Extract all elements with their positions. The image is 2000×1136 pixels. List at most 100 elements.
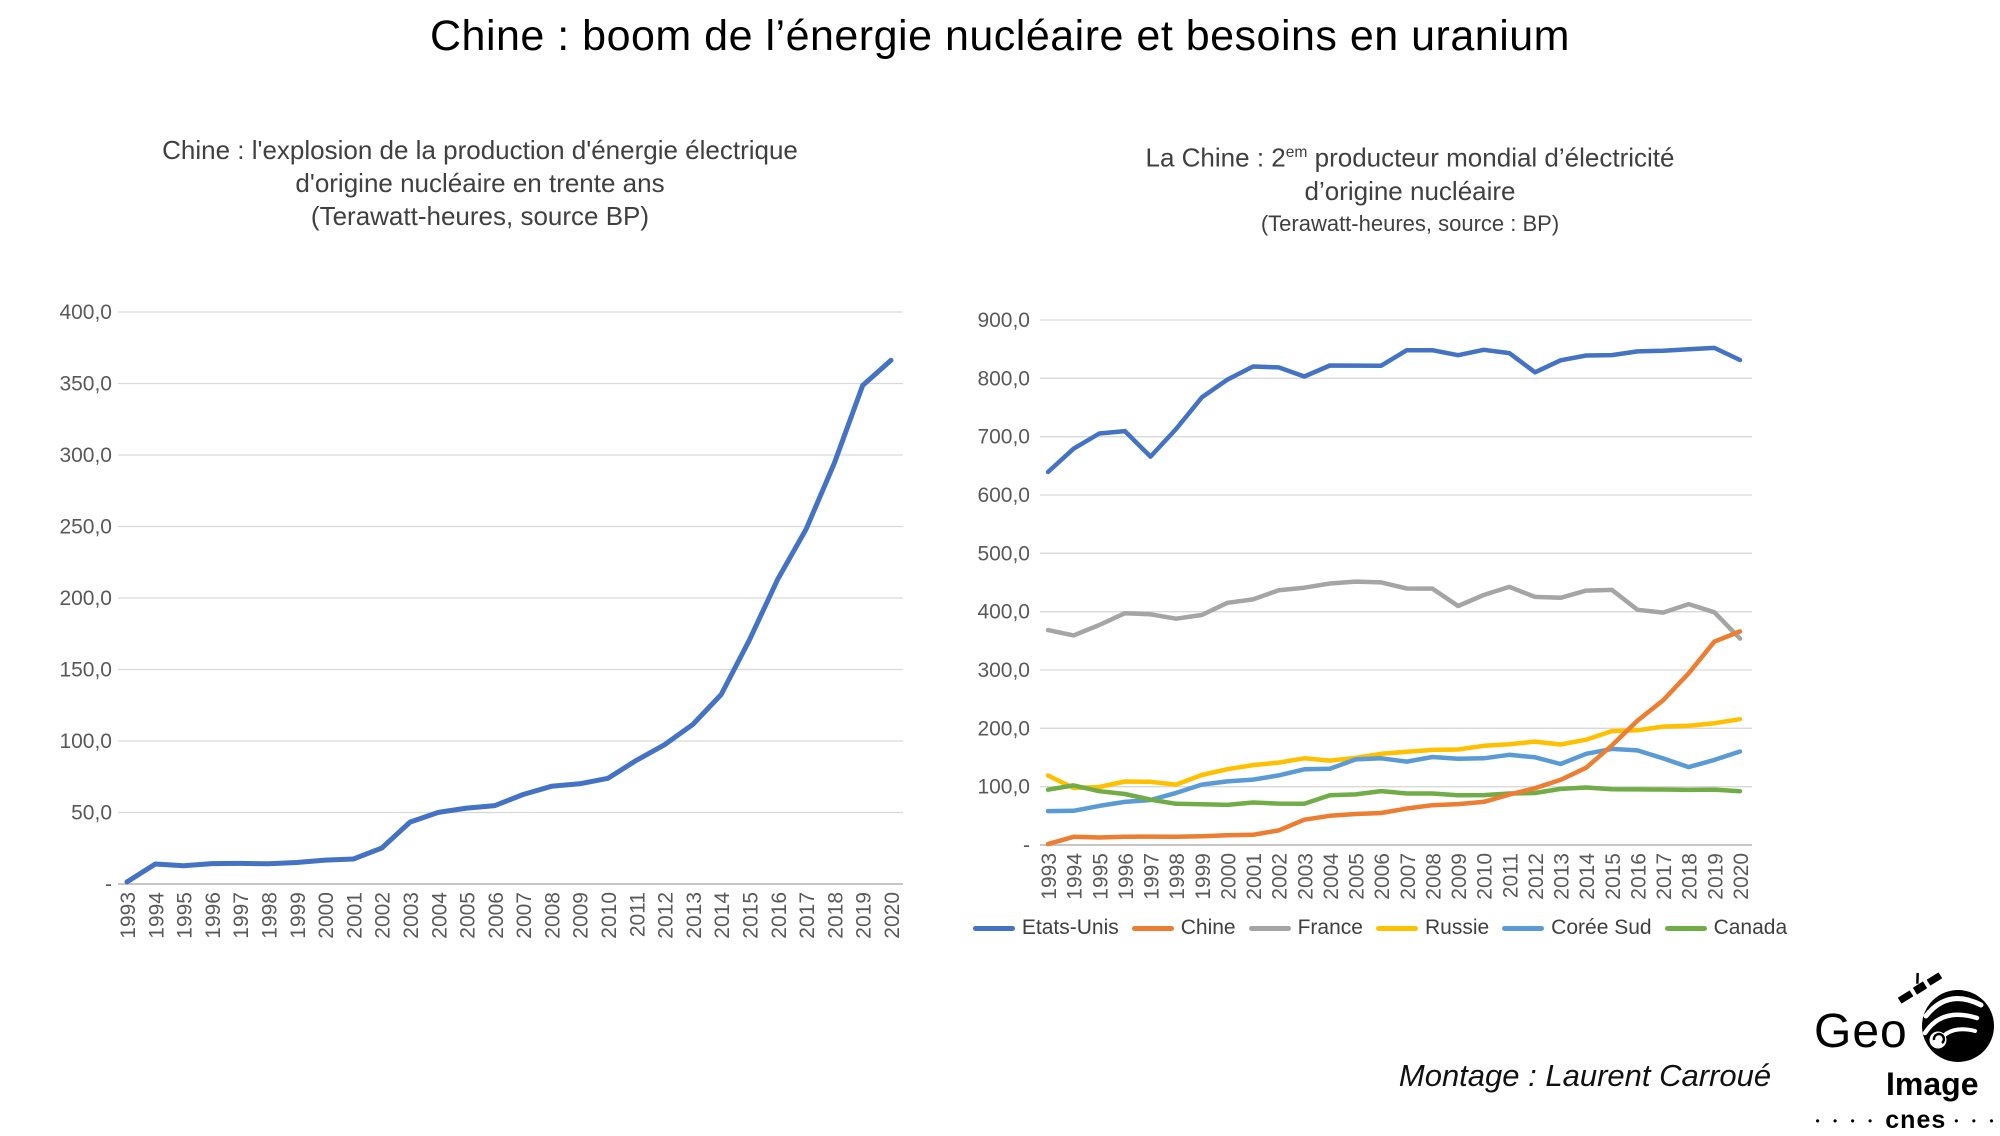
logo-dots-right: • • • xyxy=(1954,1113,1999,1128)
geoimage-logo: Geo Image • • • • cnes • • • xyxy=(1812,972,2000,1136)
legend-swatch-etats-unis xyxy=(972,925,1015,931)
y-tick-label: 250,0 xyxy=(59,516,112,539)
legend-item-canada: Canada xyxy=(1664,916,1788,940)
left-chart-axis-labels: - 50,0 100,0 150,0 200,0 250,0 300,0 350,0 400,0… xyxy=(59,301,904,939)
x-year-label: 2018 xyxy=(1679,853,1702,900)
left-chart-title-line3: (Terawatt-heures, source BP) xyxy=(310,201,650,231)
y-tick-label: 300,0 xyxy=(59,444,112,467)
legend-swatch-chine xyxy=(1131,925,1174,931)
x-year-label: 2015 xyxy=(1602,853,1625,900)
legend-item-etats-unis: Etats-Unis xyxy=(972,916,1119,940)
legend-swatch-cor-e-sud xyxy=(1502,925,1545,931)
x-year-label: 2016 xyxy=(768,892,791,939)
x-year-label: 2005 xyxy=(457,892,480,939)
legend-label-france: France xyxy=(1297,916,1363,939)
x-year-label: 2005 xyxy=(1346,853,1369,900)
y-tick-label: 500,0 xyxy=(977,542,1030,565)
x-year-label: 2012 xyxy=(1525,853,1548,900)
x-year-label: 2012 xyxy=(655,892,678,939)
series-line-chine xyxy=(1045,629,1743,847)
x-year-label: 2002 xyxy=(1269,853,1292,900)
right-chart-grid xyxy=(1040,319,1752,846)
logo-cnes-text: cnes xyxy=(1885,1106,1947,1134)
x-year-label: 1998 xyxy=(1166,853,1189,900)
x-year-label: 2002 xyxy=(372,892,395,939)
right-title-superscript: em xyxy=(1285,144,1308,161)
x-year-label: 1994 xyxy=(145,892,168,939)
legend-item-chine: Chine xyxy=(1131,916,1236,940)
logo-dots-left: • • • • xyxy=(1815,1113,1878,1128)
x-year-label: 2019 xyxy=(1704,853,1727,900)
logo-geo-text: Geo xyxy=(1814,1005,1908,1058)
right-chart-title-line2: d’origine nucléaire xyxy=(1304,175,1516,206)
legend-label-russie: Russie xyxy=(1424,916,1490,939)
legend-swatch-canada xyxy=(1664,925,1707,931)
right-chart-title: La Chine : 2em producteur mondial d’élec… xyxy=(1040,136,1780,239)
x-year-label: 2006 xyxy=(1371,853,1394,900)
x-year-label: 2014 xyxy=(711,892,734,939)
legend-item-cor-e-sud: Corée Sud xyxy=(1502,916,1652,940)
y-tick-label: 350,0 xyxy=(59,373,112,396)
x-year-label: 1993 xyxy=(117,892,140,939)
y-tick-label: 100,0 xyxy=(59,730,112,753)
right-chart-title-line3: (Terawatt-heures, source : BP) xyxy=(1260,210,1560,236)
x-year-label: 2007 xyxy=(1397,853,1420,900)
x-year-label: 1996 xyxy=(202,892,225,939)
x-year-label: 1999 xyxy=(1192,853,1215,900)
x-year-label: 2009 xyxy=(1448,853,1471,900)
x-year-label: 2000 xyxy=(1217,853,1240,900)
series-line-etats-unis xyxy=(1045,345,1743,475)
x-year-label: 2001 xyxy=(1243,853,1266,900)
right-chart-axis-labels: - 100,0 200,0 300,0 400,0 500,0 600,0 700,0 800,… xyxy=(977,309,1753,900)
left-chart-title: Chine : l'explosion de la production d'é… xyxy=(80,134,880,233)
legend-label-cor-e-sud: Corée Sud xyxy=(1551,916,1652,939)
x-year-label: 2007 xyxy=(513,892,536,939)
legend-item-france: France xyxy=(1248,916,1363,940)
y-tick-label: 800,0 xyxy=(977,367,1030,390)
y-tick-label: 150,0 xyxy=(59,659,112,682)
x-year-label: 1999 xyxy=(287,892,310,939)
satellite-icon xyxy=(1897,972,1943,1004)
x-year-label: 2010 xyxy=(598,892,621,939)
logo-image-text: Image xyxy=(1886,1066,1979,1102)
x-year-label: 2004 xyxy=(1320,853,1343,900)
series-line-france xyxy=(1045,579,1743,641)
x-year-label: 2009 xyxy=(570,892,593,939)
legend-label-chine: Chine xyxy=(1180,916,1236,939)
y-tick-label: - xyxy=(1023,834,1030,857)
x-year-label: 1993 xyxy=(1038,853,1061,900)
x-year-label: 1997 xyxy=(1141,853,1164,900)
y-tick-label: 400,0 xyxy=(977,601,1030,624)
series-line-cor-e-sud xyxy=(1045,746,1743,814)
x-year-label: 2016 xyxy=(1627,853,1650,900)
x-year-label: 2020 xyxy=(1730,853,1753,900)
series-line-chine xyxy=(124,357,894,885)
legend-label-canada: Canada xyxy=(1713,916,1788,939)
x-year-label: 1996 xyxy=(1115,853,1138,900)
y-tick-label: 900,0 xyxy=(977,309,1030,332)
x-year-label: 2011 xyxy=(1499,853,1522,898)
x-year-label: 2006 xyxy=(485,892,508,939)
legend-swatch-russie xyxy=(1375,925,1418,931)
y-tick-label: 600,0 xyxy=(977,484,1030,507)
x-year-label: 2020 xyxy=(881,892,904,939)
x-year-label: 1997 xyxy=(230,892,253,939)
globe-satellite-icon xyxy=(1897,972,1994,1062)
x-year-label: 2014 xyxy=(1576,853,1599,900)
x-year-label: 2008 xyxy=(541,892,564,939)
x-year-label: 2001 xyxy=(343,892,366,939)
x-year-label: 2000 xyxy=(315,892,338,939)
legend-label-etats-unis: Etats-Unis xyxy=(1021,916,1119,939)
x-year-label: 2011 xyxy=(626,892,649,937)
x-year-label: 2019 xyxy=(853,892,876,939)
y-tick-label: - xyxy=(105,873,112,896)
legend: Etats-Unis Chine France Russie Corée Sud Cana… xyxy=(972,916,1787,940)
left-chart-title-line1: Chine : l'explosion de la production d'é… xyxy=(162,135,798,165)
y-tick-label: 100,0 xyxy=(977,776,1030,799)
x-year-label: 2003 xyxy=(1294,853,1317,900)
x-year-label: 2015 xyxy=(740,892,763,939)
x-year-label: 1994 xyxy=(1064,853,1087,900)
series-line-canada xyxy=(1045,783,1743,808)
